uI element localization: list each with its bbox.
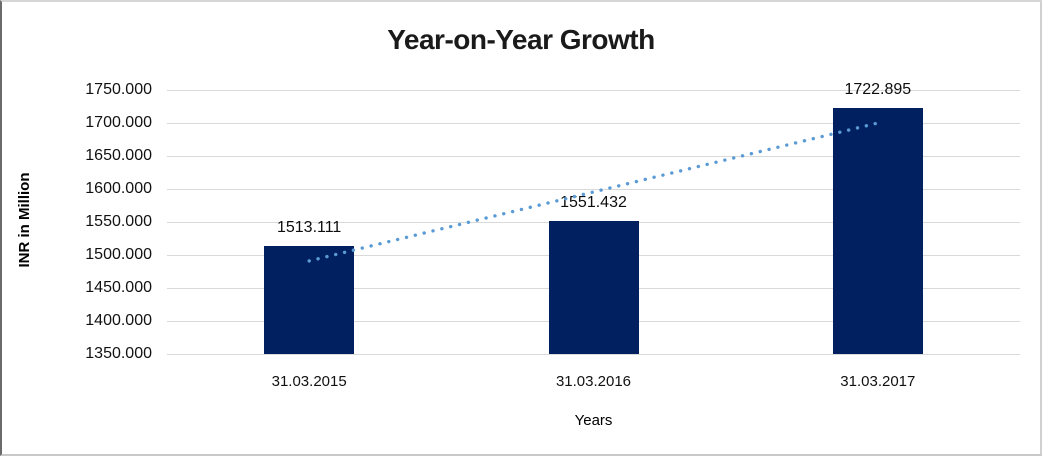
bar-value-label: 1551.432 <box>560 194 627 212</box>
y-tick-label: 1600.000 <box>85 180 152 197</box>
bar-value-label: 1722.895 <box>844 80 912 98</box>
x-tick-label: 31.03.2016 <box>555 373 632 390</box>
y-tick-label: 1500.000 <box>85 246 152 263</box>
bar-31.03.2016 <box>548 221 639 354</box>
chart-title: Year-on-Year Growth <box>387 24 655 55</box>
x-tick-label: 31.03.2017 <box>840 373 916 390</box>
y-tick-label: 1650.000 <box>85 147 152 164</box>
y-tick-label: 1550.000 <box>85 213 152 230</box>
bar-value-label: 1513.111 <box>276 219 342 237</box>
gridline <box>167 90 1020 91</box>
y-axis-title-text: INR in Million <box>16 172 33 268</box>
gridline <box>167 354 1020 355</box>
x-tick-label: 31.03.2015 <box>271 373 347 390</box>
y-tick-label: 1750.000 <box>85 81 152 98</box>
y-tick-label: 1350.000 <box>85 345 152 362</box>
y-tick-label: 1450.000 <box>85 279 152 296</box>
x-axis-title: Years <box>574 412 613 429</box>
y-tick-label: 1400.000 <box>85 312 152 329</box>
bar-31.03.2015 <box>264 246 355 354</box>
bar-31.03.2017 <box>832 107 923 354</box>
y-tick-label: 1700.000 <box>85 114 152 131</box>
